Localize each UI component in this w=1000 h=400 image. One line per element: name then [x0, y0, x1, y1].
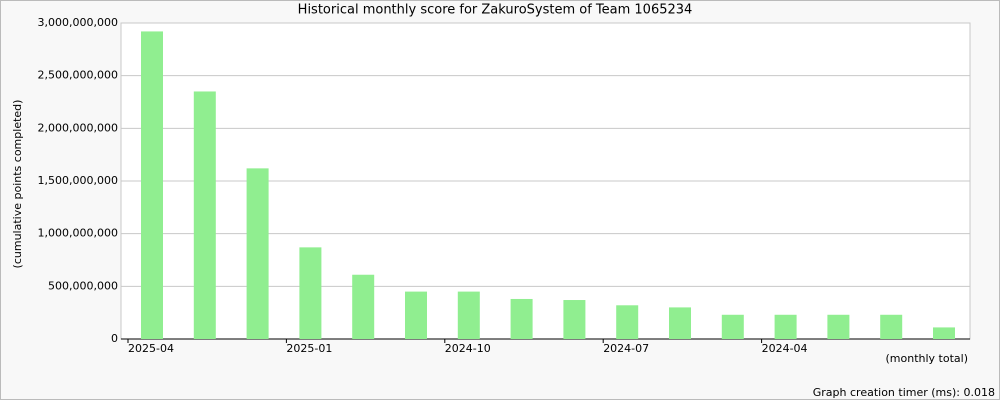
y-tick-label: 0	[111, 332, 118, 345]
y-tick-label: 1,000,000,000	[38, 227, 118, 240]
y-tick-label: 500,000,000	[48, 279, 118, 292]
y-tick-label: 3,000,000,000	[38, 16, 118, 29]
x-tick-label: 2025-04	[128, 342, 174, 355]
y-tick-label: 2,500,000,000	[38, 69, 118, 82]
bar	[193, 91, 216, 339]
bar	[352, 274, 375, 339]
bar	[721, 314, 744, 339]
bar	[141, 31, 163, 339]
y-tick-label: 1,500,000,000	[38, 174, 118, 187]
x-tick-label: 2024-04	[762, 342, 808, 355]
x-tick-label: 2024-07	[603, 342, 649, 355]
bar	[246, 168, 269, 339]
bar	[405, 291, 427, 339]
x-tick-label: 2024-10	[445, 342, 491, 355]
bar	[510, 298, 533, 339]
bar	[774, 314, 797, 339]
y-axis-label: (cumulative points completed)	[11, 100, 24, 269]
x-note: (monthly total)	[886, 352, 969, 365]
y-tick-label: 2,000,000,000	[38, 121, 118, 134]
bar	[880, 314, 903, 339]
bar	[827, 314, 850, 339]
footer-timer: Graph creation timer (ms): 0.018	[813, 386, 995, 399]
x-tick-label: 2025-01	[286, 342, 332, 355]
bar	[616, 305, 639, 339]
bar	[299, 247, 322, 339]
chart-title: Historical monthly score for ZakuroSyste…	[298, 3, 693, 18]
bar	[669, 307, 691, 339]
bar	[457, 291, 480, 339]
bar	[563, 300, 586, 339]
bar	[933, 327, 955, 339]
